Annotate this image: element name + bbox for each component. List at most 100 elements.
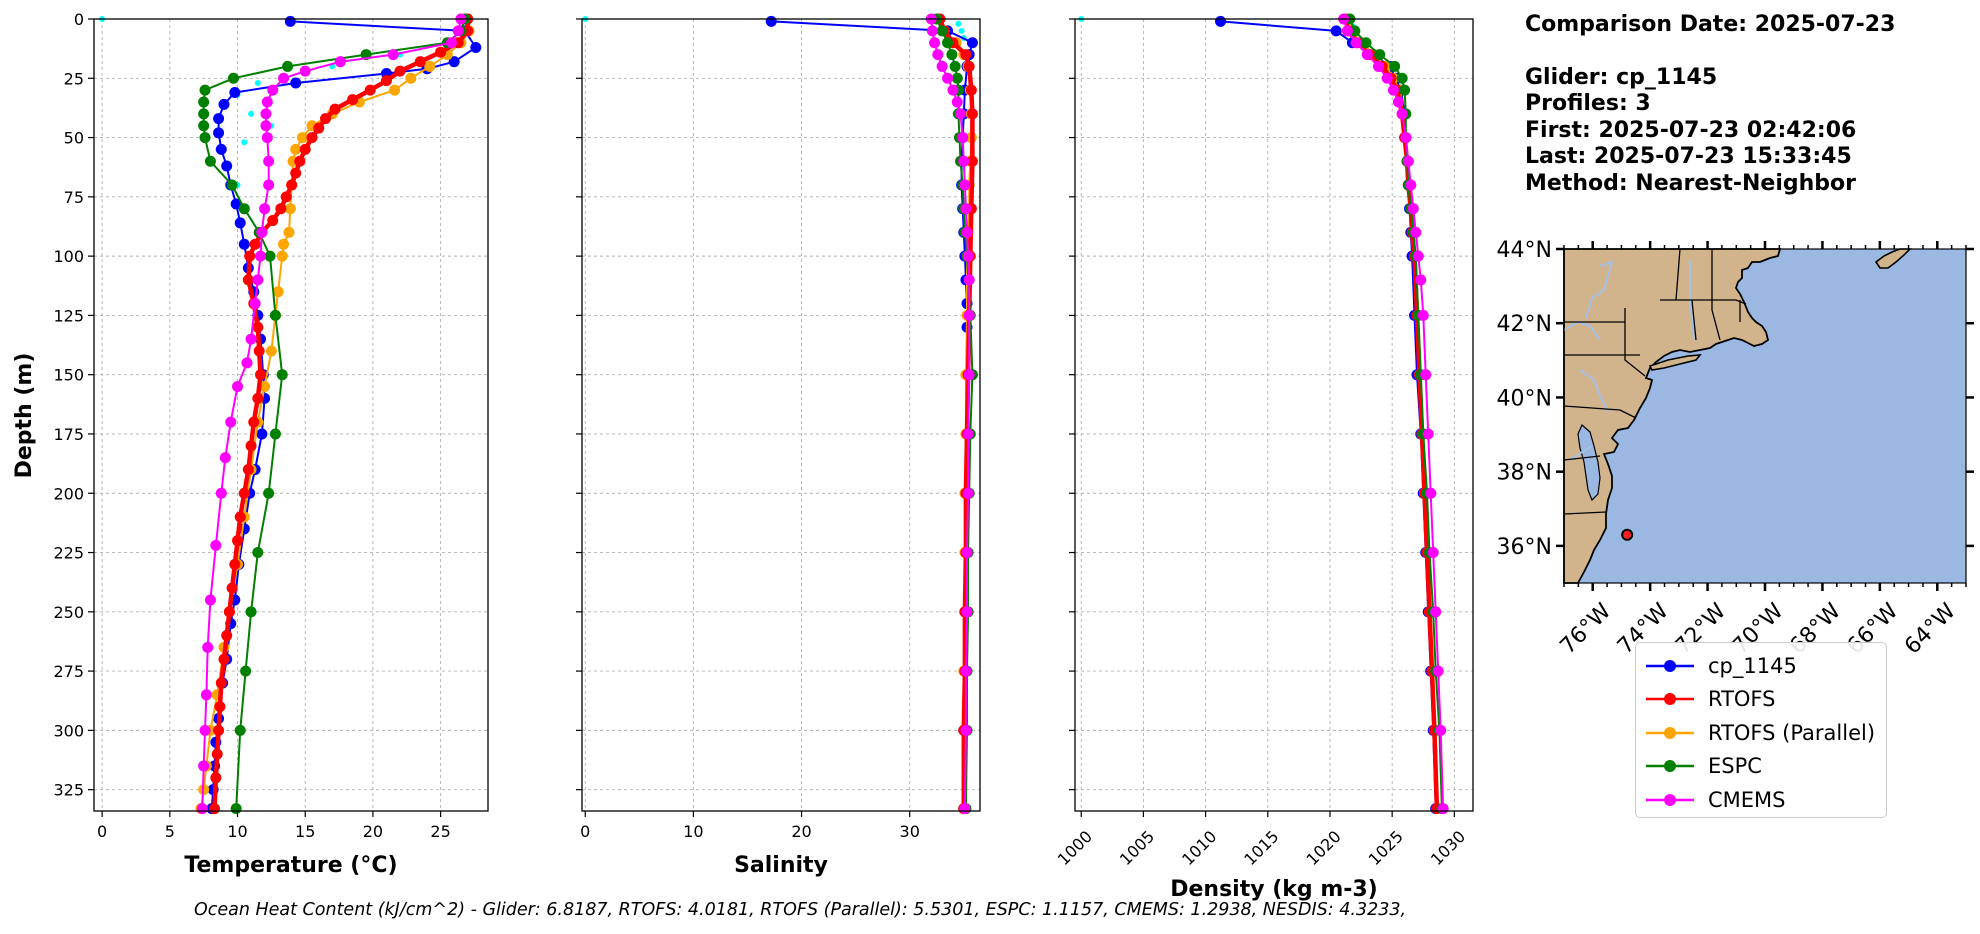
series-point-cmems	[959, 803, 971, 815]
series-point-cmems	[958, 155, 970, 167]
lat-tick-label: 38°N	[1497, 461, 1552, 486]
series-point-espc	[245, 606, 257, 618]
series-point-cp-1145	[213, 127, 225, 139]
series-point-cmems	[267, 84, 279, 96]
series-point-cmems	[200, 689, 212, 701]
y-tick-label: 150	[53, 366, 84, 385]
series-point-cmems	[1430, 606, 1442, 618]
series-point-rtofs-parallel	[284, 203, 296, 215]
series-point-cmems	[215, 487, 227, 499]
legend-label: CMEMS	[1708, 787, 1786, 812]
series-point-cmems	[232, 381, 244, 393]
series-line-cp-1145	[210, 20, 477, 809]
series-point-rtofs	[280, 191, 292, 203]
series-point-cmems	[1435, 724, 1447, 736]
series-point-cmems	[926, 25, 938, 37]
series-point-cmems	[196, 803, 208, 815]
series-point-espc	[946, 49, 958, 61]
axes-frame	[581, 18, 981, 812]
series-point-cp-1145	[1215, 15, 1227, 27]
series-point-rtofs	[214, 701, 226, 713]
map-state-borders	[1563, 248, 1747, 515]
series-point-espc	[252, 547, 264, 559]
series-point-cmems	[1432, 665, 1444, 677]
legend-swatch	[1646, 760, 1694, 773]
series-point-cyan	[254, 80, 261, 87]
density-panel: 1000 1005 1010 1015 1020 1025 1030 Density (kg …	[1054, 13, 1474, 902]
series-point-cp-1145	[448, 56, 460, 68]
x-tick-label: 0	[97, 822, 107, 841]
series-point-espc	[230, 803, 242, 815]
series-point-cmems	[1407, 203, 1419, 215]
series-point-cp-1145	[213, 113, 225, 125]
series-point-rtofs	[329, 103, 341, 115]
series-point-cmems	[1425, 487, 1437, 499]
series-point-rtofs	[313, 122, 325, 134]
salinity-panel: 0 10 20 30 Salinity	[576, 13, 981, 878]
series-point-cmems	[1402, 155, 1414, 167]
y-tick-label: 175	[53, 425, 84, 444]
series-point-cmems	[452, 25, 464, 37]
series-point-rtofs	[244, 250, 256, 262]
series-point-cp-1145	[215, 143, 227, 155]
x-tick-label: 20	[363, 822, 383, 841]
series-point-cyan	[958, 27, 965, 34]
y-tick-label: 225	[53, 544, 84, 563]
series-point-rtofs	[963, 60, 975, 72]
y-tick-label: 325	[53, 781, 84, 800]
x-tick-label: 10	[683, 822, 703, 841]
series-point-cmems	[261, 96, 273, 108]
x-tick-label: 1005	[1116, 827, 1158, 869]
series-point-rtofs	[255, 369, 267, 381]
series-point-cmems	[256, 226, 268, 238]
series-point-cmems	[1405, 179, 1417, 191]
series-point-rtofs	[267, 215, 279, 227]
series-point-espc	[240, 665, 252, 677]
map-long-island	[1648, 354, 1702, 371]
series-point-cmems	[932, 49, 944, 61]
series-point-rtofs	[252, 321, 264, 333]
series-point-rtofs-parallel	[297, 132, 309, 144]
x-tick-label: 1015	[1240, 827, 1282, 869]
series-point-cmems	[951, 96, 963, 108]
series-point-cp-1145	[221, 160, 233, 172]
series-point-espc	[198, 108, 210, 120]
series-point-espc	[951, 72, 963, 84]
y-tick-label: 100	[53, 247, 84, 266]
series-line-cmems	[201, 18, 462, 809]
series-point-cmems	[1372, 60, 1384, 72]
series-point-rtofs	[226, 582, 238, 594]
legend-swatch	[1646, 726, 1694, 739]
series-point-rtofs	[242, 274, 254, 286]
series-point-rtofs	[215, 677, 227, 689]
series-point-rtofs	[242, 464, 254, 476]
x-tick-label: 1025	[1365, 827, 1407, 869]
series-point-rtofs	[966, 108, 978, 120]
series-point-cmems	[1412, 250, 1424, 262]
x-tick-label: 1030	[1427, 827, 1469, 869]
series-point-rtofs-parallel	[265, 345, 277, 357]
series-point-cmems	[929, 37, 941, 49]
series-point-rtofs	[232, 535, 244, 547]
series-point-cp-1145	[284, 15, 296, 27]
series-point-rtofs	[290, 167, 302, 179]
series-point-rtofs	[253, 345, 265, 357]
map-panel: 44°N42°N40°N38°N36°N76°W74°W72°W70°W68°W…	[1497, 238, 1974, 659]
series-point-rtofs	[966, 155, 978, 167]
series-point-cmems	[961, 226, 973, 238]
lon-tick-label: 64°W	[1900, 599, 1961, 660]
series-point-cmems	[1410, 226, 1422, 238]
series-point-rtofs	[320, 113, 332, 125]
series-point-cmems	[962, 250, 974, 262]
legend-item-rtofs: RTOFS	[1646, 683, 1876, 717]
lat-tick-label: 42°N	[1497, 312, 1552, 337]
legend-item-espc: ESPC	[1646, 750, 1876, 784]
series-point-espc	[269, 309, 281, 321]
legend-label: cp_1145	[1708, 653, 1797, 678]
temperature-panel: 0 25 50 75 100 125 150 175 200 225 250 275 300 325 0 5 1…	[53, 10, 489, 878]
x-tick-label: 15	[295, 822, 315, 841]
series-point-cmems	[961, 547, 973, 559]
series-point-cp-1145	[1330, 25, 1342, 37]
series-point-rtofs	[213, 724, 225, 736]
map-land	[1563, 248, 1782, 584]
